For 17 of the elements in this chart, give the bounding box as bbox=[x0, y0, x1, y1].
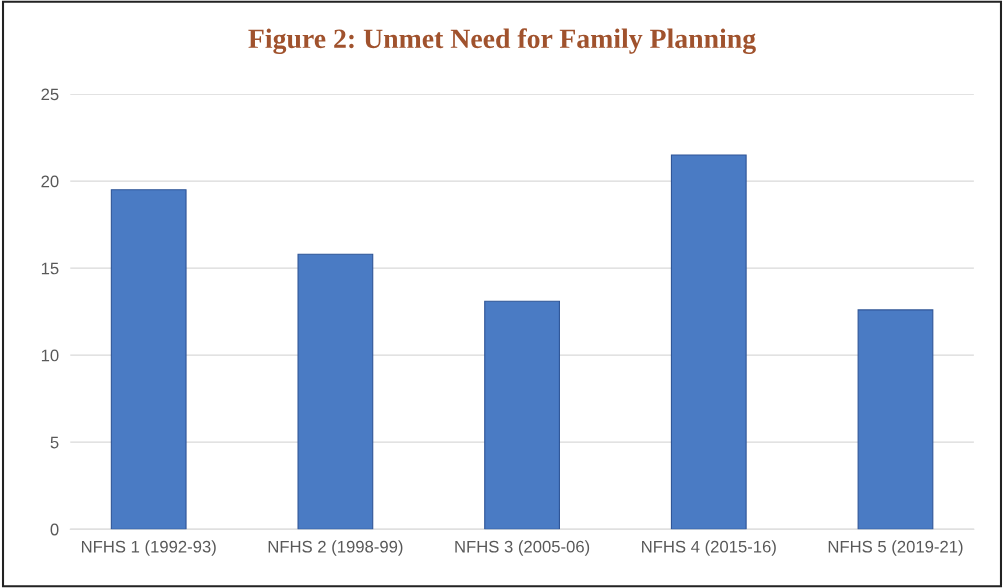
x-tick-label: NFHS 3 (2005-06) bbox=[455, 540, 590, 556]
x-tick-label: NFHS 2 (1998-99) bbox=[268, 540, 403, 556]
y-tick-label: 10 bbox=[41, 349, 59, 362]
y-tick-label: 20 bbox=[41, 175, 59, 188]
bar bbox=[484, 300, 560, 530]
bar bbox=[110, 189, 187, 530]
y-tick-label: 25 bbox=[41, 88, 59, 101]
y-tick-label: 5 bbox=[50, 436, 59, 449]
x-tick-label: NFHS 5 (2019-21) bbox=[828, 540, 963, 556]
bar bbox=[297, 253, 374, 530]
x-tick-label: NFHS 1 (1992-93) bbox=[81, 540, 216, 556]
chart-title: Figure 2: Unmet Need for Family Planning bbox=[248, 28, 756, 55]
bar bbox=[857, 309, 934, 530]
y-tick-label: 0 bbox=[50, 523, 59, 536]
bar bbox=[670, 154, 747, 530]
x-tick-label: NFHS 4 (2015-16) bbox=[642, 540, 776, 556]
y-tick-label: 15 bbox=[41, 262, 59, 275]
